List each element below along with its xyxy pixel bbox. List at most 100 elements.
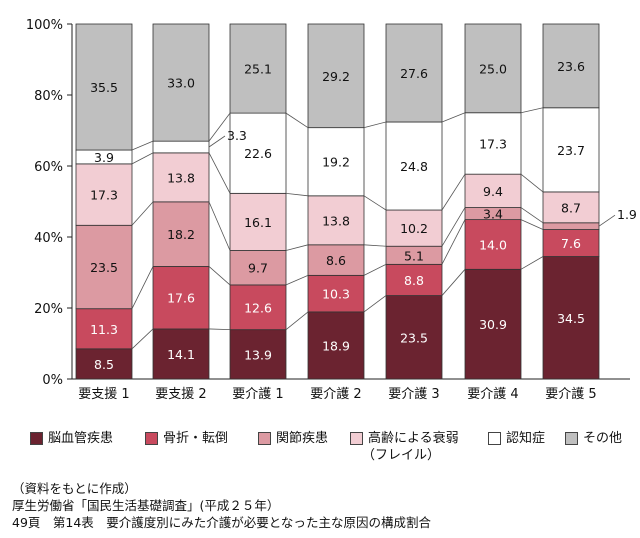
data-label: 10.3 [322,287,350,302]
bar-segment [75,224,133,310]
bar-segment [229,23,287,114]
data-label: 8.7 [561,200,581,215]
bar-segment [464,173,522,208]
connector-line [363,195,387,211]
bar-segment [307,195,365,246]
bar-segment [229,250,287,286]
data-label: 17.3 [90,188,118,203]
connector-line [363,263,387,276]
legend-label: 高齢による衰弱 [368,431,459,446]
data-label: 9.7 [248,261,268,276]
data-label: 13.9 [244,347,272,362]
data-label: 27.6 [400,66,428,81]
connector-line [131,266,154,309]
data-label: 35.5 [90,80,118,95]
bar-segment [152,328,210,380]
bar-segment [542,229,600,257]
bar-segment [385,295,443,380]
data-label: 3.9 [94,150,114,165]
data-label: 25.0 [479,61,507,76]
legend-item-dementia: 認知症 [488,430,545,447]
legend-label: 脳血管疾患 [48,431,114,446]
connector-line [441,219,466,265]
data-label: 14.0 [479,237,507,252]
connector-line [363,244,387,247]
connector-line [520,107,544,114]
source-note: （資料をもとに作成） 厚生労働省「国民生活基礎調査」(平成２５年） 49頁 第1… [12,480,431,531]
bars-layer [75,23,600,380]
legend-item-frailty: 高齢による衰弱 （フレイル） [350,430,459,464]
data-label: 1.9 [617,207,637,222]
bar-segment [542,23,600,109]
bar-segment [542,222,600,230]
data-label: 23.5 [90,260,118,275]
data-label: 23.5 [400,330,428,345]
data-label: 12.6 [244,300,272,315]
bar-segment [307,311,365,380]
connector-line [131,328,154,350]
stacked-bar-chart: 0% 20% 40% 60% 80% 100% 要支援 1 要支援 2 要介護 1 要介護 2 要介… [26,18,637,402]
bar-segment [464,268,522,380]
data-label: 8.5 [94,357,114,372]
connector-line [441,269,466,296]
data-label: 22.6 [244,146,272,161]
bar-segment [75,163,133,226]
connector-line [441,207,466,247]
connector-layer [131,107,544,350]
connector-line [520,256,544,270]
connector-line [208,152,231,194]
bar-segment [464,23,522,114]
legend-swatch [258,432,271,445]
x-category-label: 要支援 2 [155,387,206,402]
bar-segment [307,244,365,276]
data-label: 14.1 [167,347,195,362]
label-leader-line [208,135,226,148]
legend-swatch [350,432,363,445]
data-label: 8.6 [326,253,346,268]
x-category-label: 要介護 1 [232,386,283,402]
legend-item-joint: 関節疾患 [258,430,328,447]
data-label: 19.2 [322,155,350,170]
y-tick-label: 20% [34,302,63,317]
data-label: 17.6 [167,291,195,306]
labels-layer: 8.5 11.3 23.5 17.3 3.9 35.5 14.1 17.6 18.2 13.8 3.… [90,59,637,372]
data-label: 23.6 [557,59,585,74]
legend-item-other: その他 [565,430,622,447]
legend-swatch [30,432,43,445]
connector-line [441,112,466,123]
bar-segment [152,201,210,267]
legend: 脳血管疾患 骨折・転倒 関節疾患 高齢による衰弱 （フレイル） 認知症 その他 [12,430,632,470]
legend-item-fracture: 骨折・転倒 [145,430,228,447]
data-label: 7.6 [561,236,581,251]
x-category-label: 要介護 4 [467,386,518,402]
data-label: 25.1 [244,62,272,77]
bar-segment [464,219,522,270]
connector-line [363,121,387,129]
label-leader-line [598,214,616,227]
y-tick-label: 40% [34,231,63,246]
legend-label: 認知症 [506,431,546,446]
connector-line [208,328,231,331]
data-label: 24.8 [400,159,428,174]
bar-segment [385,23,443,123]
connector-line [285,311,309,330]
connector-line [285,274,309,286]
data-label: 13.8 [167,170,195,185]
connector-line [520,173,544,193]
connector-line [285,244,309,251]
data-label: 11.3 [90,322,118,337]
data-label: 34.5 [557,311,585,326]
connector-line [441,173,466,211]
connector-line [131,140,154,151]
data-label: 33.0 [167,76,195,91]
connector-line [363,295,387,313]
data-label: 10.2 [400,221,428,236]
y-tick-label: 60% [34,160,63,175]
connector-line [520,219,544,230]
connector-line [131,201,154,226]
legend-label: 関節疾患 [276,431,329,446]
bar-segment [152,23,210,142]
legend-label: その他 [583,431,623,446]
data-label: 3.4 [483,207,503,222]
legend-swatch [145,432,158,445]
